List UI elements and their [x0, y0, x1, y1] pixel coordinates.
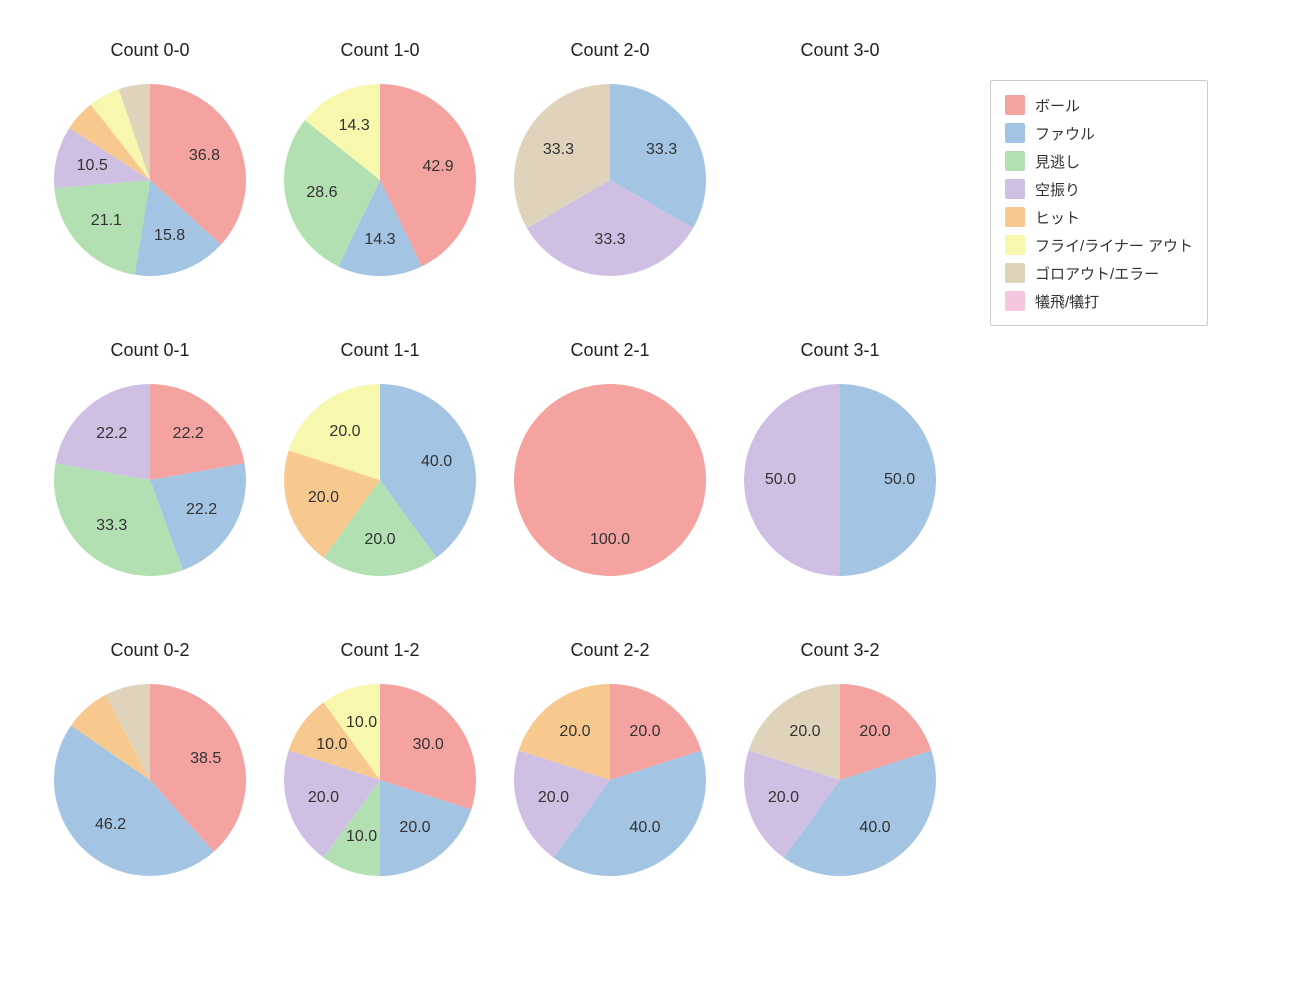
legend-item: ヒット [1005, 203, 1193, 231]
pie-chart: 100.0 [514, 384, 706, 576]
legend-swatch [1005, 263, 1025, 283]
pie-chart: 40.020.020.020.0 [284, 384, 476, 576]
legend-swatch [1005, 151, 1025, 171]
pie-chart: 20.040.020.020.0 [514, 684, 706, 876]
legend-item: 犠飛/犠打 [1005, 287, 1193, 315]
legend: ボールファウル見逃し空振りヒットフライ/ライナー アウトゴロアウト/エラー犠飛/… [990, 80, 1208, 326]
legend-label: ボール [1035, 95, 1080, 116]
legend-item: ファウル [1005, 119, 1193, 147]
legend-label: 見逃し [1035, 151, 1080, 172]
legend-swatch [1005, 95, 1025, 115]
chart-title: Count 0-1 [50, 340, 250, 361]
chart-title: Count 1-0 [280, 40, 480, 61]
chart-title: Count 1-1 [280, 340, 480, 361]
chart-title: Count 3-1 [740, 340, 940, 361]
pie-chart: 50.050.0 [744, 384, 936, 576]
pie-chart: 22.222.233.322.2 [54, 384, 246, 576]
legend-swatch [1005, 207, 1025, 227]
chart-title: Count 2-0 [510, 40, 710, 61]
pie-slice [150, 384, 245, 480]
chart-title: Count 3-2 [740, 640, 940, 661]
pie-slice [840, 384, 936, 576]
pie-slice [514, 384, 706, 576]
pie-chart: 38.546.2 [54, 684, 246, 876]
pie-slice [744, 384, 840, 576]
pie-slice [55, 384, 150, 480]
pie-chart: 42.914.328.614.3 [284, 84, 476, 276]
chart-title: Count 3-0 [740, 40, 940, 61]
legend-swatch [1005, 123, 1025, 143]
pie-chart: 20.040.020.020.0 [744, 684, 936, 876]
legend-label: ゴロアウト/エラー [1035, 263, 1159, 284]
legend-label: ヒット [1035, 207, 1080, 228]
legend-item: 空振り [1005, 175, 1193, 203]
chart-title: Count 2-2 [510, 640, 710, 661]
legend-item: フライ/ライナー アウト [1005, 231, 1193, 259]
legend-label: フライ/ライナー アウト [1035, 235, 1193, 256]
legend-item: ボール [1005, 91, 1193, 119]
chart-title: Count 0-0 [50, 40, 250, 61]
legend-label: ファウル [1035, 123, 1095, 144]
pie-slice [54, 180, 150, 275]
legend-swatch [1005, 179, 1025, 199]
pie-chart: 33.333.333.3 [514, 84, 706, 276]
pie-chart: 36.815.821.110.5 [54, 84, 246, 276]
legend-swatch [1005, 291, 1025, 311]
chart-title: Count 2-1 [510, 340, 710, 361]
legend-item: 見逃し [1005, 147, 1193, 175]
legend-label: 空振り [1035, 179, 1080, 200]
legend-item: ゴロアウト/エラー [1005, 259, 1193, 287]
chart-title: Count 1-2 [280, 640, 480, 661]
pie-chart: 30.020.010.020.010.010.0 [284, 684, 476, 876]
legend-swatch [1005, 235, 1025, 255]
chart-title: Count 0-2 [50, 640, 250, 661]
legend-label: 犠飛/犠打 [1035, 291, 1099, 312]
